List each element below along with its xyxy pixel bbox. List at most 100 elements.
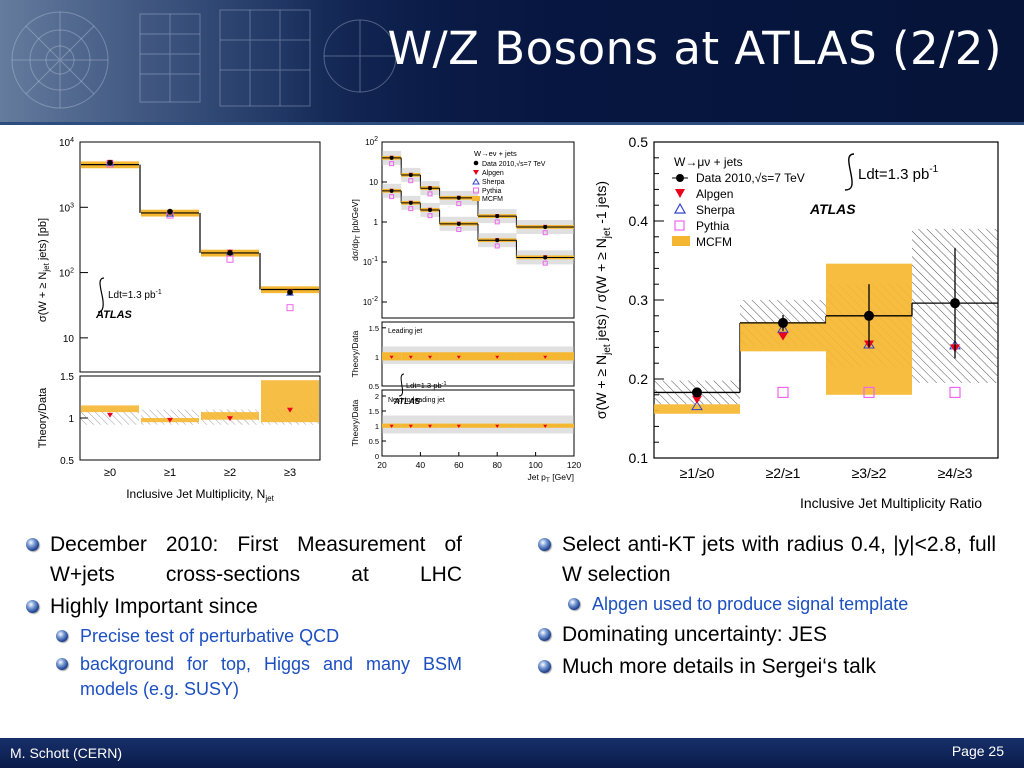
alpgen-ratio-point [543, 424, 548, 428]
pythia-point [949, 386, 961, 399]
pythia-point [286, 304, 294, 312]
ratio-tick-label: 0.5 [60, 456, 74, 467]
sub-bullet-item: background for top, Higgs and many BSM m… [22, 652, 462, 702]
ratio-tick-label: 1.5 [369, 407, 379, 416]
x-tick-label: 40 [416, 460, 426, 470]
xsec-vs-njet-plot: 10 102 103 104 ≥0 ≥1 ≥2 ≥3 0.5 1 1.5 σ(W + ≥ Njet… [32, 130, 342, 506]
pythia-point [389, 194, 395, 200]
slide-title: W/Z Bosons at ATLAS (2/2) [387, 22, 1002, 75]
page-number: Page 25 [951, 743, 1004, 759]
mcfm-ratio-band [201, 412, 259, 420]
legend-pythia-marker [473, 187, 479, 194]
legend-entry: MCFM [482, 196, 503, 203]
ratio-tick-label: 2 [375, 392, 379, 401]
x-tick-label: 120 [567, 460, 581, 470]
pythia-point [427, 191, 433, 197]
legend-mcfm-marker [472, 196, 480, 201]
alpgen-ratio-point [456, 424, 461, 428]
data-point [864, 310, 874, 321]
main-panel-frame [381, 141, 575, 319]
ratio-panel-label: Next-to-leading jet [388, 397, 445, 404]
bullet-text: Highly Important since [50, 595, 258, 618]
ratio-y-axis-label: Theory/Data [350, 399, 360, 446]
legend-data-marker [676, 174, 684, 182]
sherpa-point [777, 323, 789, 333]
x-tick-label: 60 [454, 460, 464, 470]
ratio-tick-label: 0.5 [369, 437, 379, 446]
x-tick-label: ≥2/≥1 [766, 465, 801, 481]
mcfm-band [654, 404, 740, 414]
chart-3-legend: W→μν + jets Data 2010,√s=7 TeV Alpgen Sh… [672, 155, 805, 249]
ratio-tick-label: 0.5 [369, 382, 379, 391]
footer-author: M. Schott (CERN) [10, 745, 123, 761]
ratio-y-axis-label: Theory/Data [350, 330, 360, 377]
pythia-point [456, 201, 462, 207]
alpgen-ratio-point [456, 355, 461, 359]
bullet-icon [538, 538, 551, 551]
data-point [408, 200, 413, 205]
bullet-text: Much more details in Sergei‘s talk [562, 655, 876, 678]
data-point [950, 298, 960, 309]
bullet-icon [56, 658, 68, 670]
chart-2-canvas: 102 10 1 10-1 10-2 20 40 60 80 100 120 0.5 1 1.5 0 0.5 1… [350, 136, 581, 484]
data-point [495, 238, 500, 243]
bullet-text: Precise test of perturbative QCD [80, 626, 340, 646]
data-point [456, 221, 461, 226]
legend-entry: Alpgen [696, 187, 733, 201]
chart-2-legend: W→eν + jets Data 2010,√s=7 TeV Alpgen Sh… [472, 149, 546, 203]
legend-pythia-marker [674, 220, 685, 231]
right-bullet-list: Select anti-KT jets with radius 0.4, |y|… [534, 530, 996, 684]
data-point [543, 255, 548, 260]
header-divider [0, 122, 1024, 125]
atlas-label: ATLAS [393, 397, 421, 406]
y-tick-label: 103 [59, 202, 74, 214]
pythia-point [494, 243, 500, 249]
legend-entry: MCFM [696, 235, 732, 249]
slide-header: W/Z Bosons at ATLAS (2/2) [0, 0, 1024, 122]
x-axis-label: Inclusive Jet Multiplicity, Njet [126, 487, 274, 503]
legend-mcfm-marker [672, 236, 690, 246]
y-tick-label: 102 [365, 136, 378, 147]
data-point [389, 188, 394, 193]
alpgen-ratio-point [543, 355, 548, 359]
alpgen-ratio-point [389, 424, 394, 428]
y-tick-label: 10 [369, 178, 378, 187]
pythia-point [408, 178, 414, 184]
bullet-icon [568, 598, 580, 610]
sub-bullet-item: Alpgen used to produce signal template [534, 592, 996, 617]
svg-text:Ldt=1.3 pb-1: Ldt=1.3 pb-1 [406, 381, 447, 390]
ratio-tick-label: 1 [375, 422, 379, 431]
atlas-label: ATLAS [809, 201, 856, 217]
detector-photo-banner [0, 0, 470, 122]
bullet-item: Highly Important since [22, 592, 462, 622]
alpgen-ratio-point [107, 412, 113, 418]
x-tick-label: ≥2 [224, 467, 236, 479]
legend-sherpa-marker [673, 202, 687, 214]
data-point [495, 214, 500, 219]
legend-alpgen-marker [473, 170, 479, 175]
bullet-text: Select anti-KT jets with radius 0.4, |y|… [562, 533, 996, 586]
y-axis-label: σ(W + ≥ Njet jets) / σ(W + ≥ Njet -1 jet… [593, 181, 613, 419]
chart-1-canvas: 10 102 103 104 ≥0 ≥1 ≥2 ≥3 0.5 1 1.5 σ(W + ≥ Njet… [37, 137, 321, 503]
legend-entry: Alpgen [482, 170, 504, 177]
legend-entry: Sherpa [696, 203, 735, 217]
pythia-point [863, 386, 875, 399]
bullet-item: December 2010: First Measurement of W+je… [22, 530, 462, 590]
sub-bullet-item: Precise test of perturbative QCD [22, 624, 462, 649]
ratio-tick-label: 1.5 [60, 372, 74, 383]
y-tick-label: 1 [374, 218, 379, 227]
legend-entry: Data 2010,√s=7 TeV [482, 160, 546, 168]
alpgen-ratio-point [227, 416, 233, 421]
y-tick-label: 104 [59, 137, 74, 149]
lumi-annotation: Ldt=1.3 pb-1 [97, 277, 162, 313]
x-axis-label: Inclusive Jet Multiplicity Ratio [800, 495, 982, 511]
y-tick-label: 0.5 [629, 134, 649, 150]
bullet-icon [538, 628, 551, 641]
x-axis-label: Jet pT [GeV] [527, 472, 574, 484]
pythia-point [494, 219, 500, 225]
svg-text:Ldt=1.3 pb-1: Ldt=1.3 pb-1 [108, 289, 162, 301]
x-tick-label: ≥3/≥2 [852, 465, 887, 481]
legend-title: W→eν + jets [474, 149, 517, 158]
alpgen-ratio-point [495, 424, 500, 428]
bullet-item: Much more details in Sergei‘s talk [534, 652, 996, 682]
